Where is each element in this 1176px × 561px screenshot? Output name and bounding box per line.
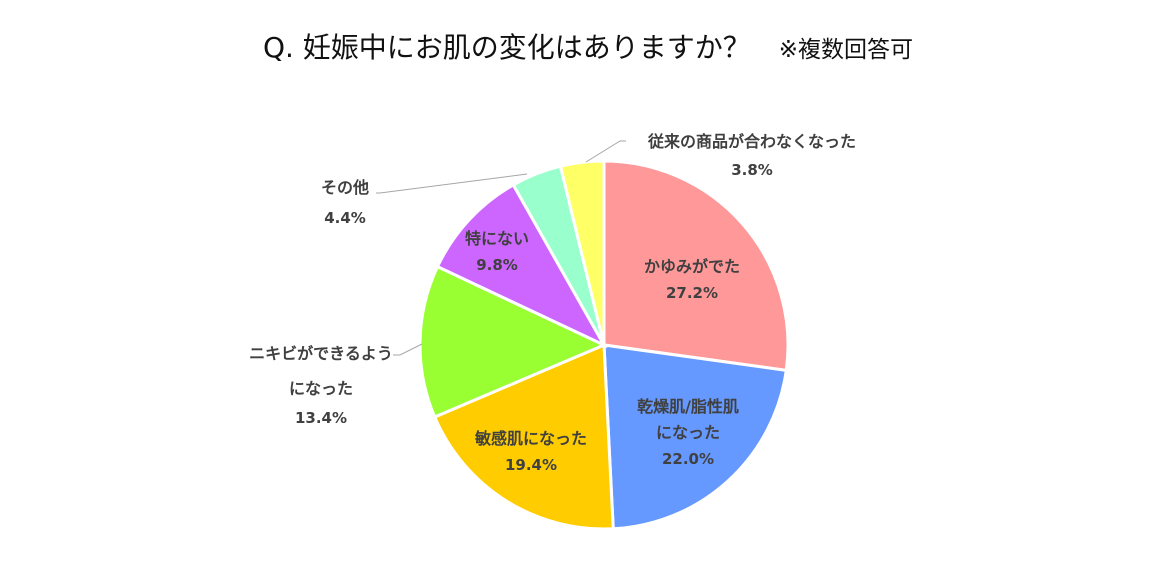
pie-slice bbox=[602, 343, 788, 531]
slice-label-dry-oily: 乾燥肌/脂性肌 になった 22.0% bbox=[637, 394, 739, 472]
leader-line-other bbox=[376, 173, 528, 194]
chart-title: Q. 妊娠中にお肌の変化はありますか？ ※複数回答可 bbox=[0, 26, 1176, 66]
label-text: 乾燥肌/脂性肌 bbox=[637, 397, 739, 416]
label-percent: 19.4% bbox=[504, 456, 558, 474]
slice-label-sensitive: 敏感肌になった 19.4% bbox=[475, 426, 587, 478]
label-percent: 9.8% bbox=[476, 256, 518, 274]
pie-slice bbox=[432, 342, 615, 531]
label-percent: 22.0% bbox=[661, 450, 715, 468]
label-text: その他 bbox=[320, 178, 370, 197]
pie-slices bbox=[418, 159, 790, 531]
slice-label-acne: ニキビができるよう になった 13.4% bbox=[249, 336, 393, 430]
label-percent: 4.4% bbox=[324, 209, 366, 227]
question-text: Q. 妊娠中にお肌の変化はありますか？ bbox=[262, 31, 751, 64]
leader-lines bbox=[376, 140, 626, 356]
pie-slice bbox=[602, 159, 790, 373]
label-percent: 3.8% bbox=[731, 161, 773, 179]
slice-label-other: その他 4.4% bbox=[321, 173, 369, 233]
label-text-2: になった bbox=[655, 423, 721, 442]
multiple-answer-note: ※複数回答可 bbox=[778, 37, 914, 63]
pie-slice bbox=[558, 159, 606, 346]
leader-line-products bbox=[585, 140, 626, 163]
leader-line-acne bbox=[393, 343, 423, 356]
slice-label-itching: かゆみがでた 27.2% bbox=[644, 254, 740, 306]
slice-label-products: 従来の商品が合わなくなった 3.8% bbox=[648, 128, 856, 184]
label-percent: 27.2% bbox=[665, 284, 719, 302]
label-percent: 13.4% bbox=[294, 409, 348, 427]
label-text: 特にない bbox=[464, 229, 530, 248]
pie-slice bbox=[435, 182, 608, 349]
label-text: かゆみがでた bbox=[643, 257, 741, 276]
pie-slice bbox=[418, 264, 608, 419]
label-text: ニキビができるよう bbox=[249, 344, 393, 363]
label-text: 従来の商品が合わなくなった bbox=[647, 132, 857, 151]
slice-label-none: 特にない 9.8% bbox=[465, 226, 529, 278]
label-text-2: になった bbox=[288, 379, 353, 398]
label-text: 敏感肌になった bbox=[474, 429, 588, 448]
